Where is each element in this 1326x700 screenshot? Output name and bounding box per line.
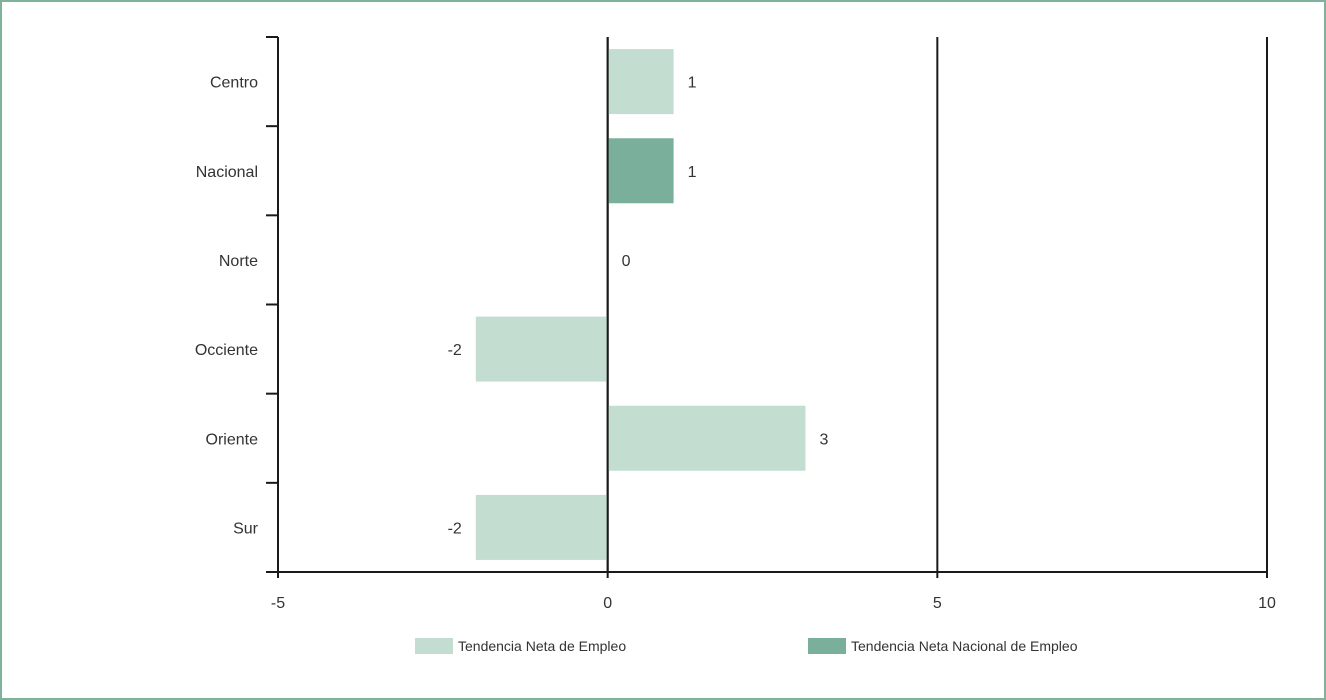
bars: [475, 49, 806, 560]
axes: [266, 36, 1267, 573]
x-tick-label-10: 10: [1258, 595, 1276, 612]
value-label-occiente: -2: [448, 342, 462, 359]
legend-label-1: Tendencia Neta de Empleo: [458, 638, 626, 654]
category-label-occiente: Occiente: [195, 342, 258, 359]
x-tick-label-5: 5: [933, 595, 942, 612]
value-label-norte: 0: [622, 253, 631, 270]
value-label-oriente: 3: [819, 431, 828, 448]
value-label-sur: -2: [448, 520, 462, 537]
category-label-centro: Centro: [210, 75, 258, 92]
category-label-sur: Sur: [233, 520, 259, 537]
bar-nacional: [607, 138, 674, 204]
x-tick-label-0: 0: [603, 595, 612, 612]
legend-swatch-1: [415, 638, 453, 654]
value-label-nacional: 1: [688, 164, 697, 181]
category-label-nacional: Nacional: [196, 164, 258, 181]
grid-lines: [277, 37, 1268, 578]
labels: 1 Centro 1 Nacional 0 Norte -2 Occiente 3 Oriente…: [195, 75, 1276, 612]
category-label-oriente: Oriente: [206, 431, 259, 448]
legend-swatch-2: [808, 638, 846, 654]
bar-centro: [607, 49, 674, 115]
category-label-norte: Norte: [219, 253, 258, 270]
bar-oriente: [607, 405, 806, 471]
bar-sur: [475, 494, 608, 560]
value-label-centro: 1: [688, 75, 697, 92]
legend: Tendencia Neta de Empleo Tendencia Neta N…: [415, 638, 1078, 654]
legend-label-2: Tendencia Neta Nacional de Empleo: [851, 638, 1078, 654]
bar-occiente: [475, 316, 608, 382]
x-tick-label-5: -5: [271, 595, 285, 612]
